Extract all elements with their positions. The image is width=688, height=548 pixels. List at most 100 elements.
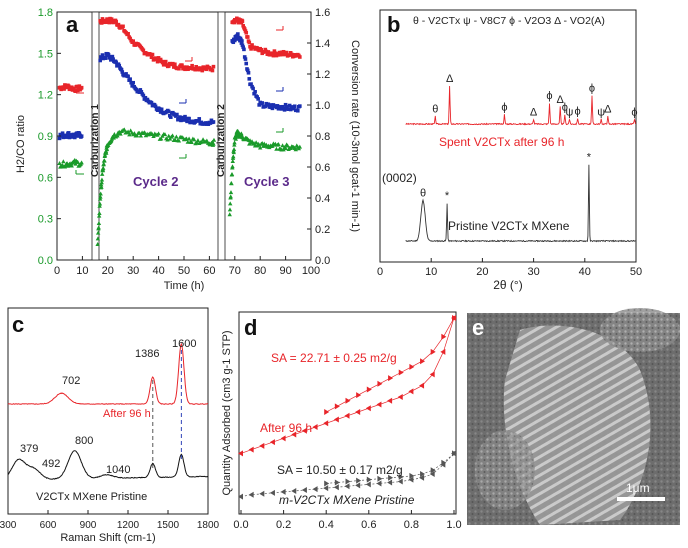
- conversion-point: [288, 107, 293, 112]
- conversion-point: [283, 102, 288, 107]
- conversion-point: [256, 97, 260, 101]
- right-tick-label: 1.0: [315, 100, 330, 112]
- ratio-point: [61, 85, 66, 89]
- conversion-point: [97, 196, 103, 201]
- xrd-spent-line: [405, 85, 636, 126]
- ratio-point: [283, 52, 288, 57]
- conversion-point: [138, 133, 144, 138]
- conversion-point: [227, 207, 233, 212]
- pristine-adsorption-point: [301, 487, 307, 494]
- conversion-point: [245, 68, 250, 73]
- spent-phase-marker: ϕ: [589, 83, 595, 95]
- conversion-point: [179, 118, 183, 123]
- ratio-point: [163, 59, 168, 64]
- ratio-point: [250, 43, 254, 47]
- ratio-point: [273, 51, 278, 56]
- spent-phase-marker: Δ: [446, 73, 454, 85]
- conversion-point: [102, 158, 107, 163]
- ratio-point: [245, 35, 250, 39]
- after-adsorption-line: [240, 317, 455, 454]
- x-tick-label: 60: [203, 265, 215, 277]
- conversion-point: [104, 147, 110, 152]
- ratio-point: [109, 17, 114, 21]
- spent-phase-marker: ψ: [566, 106, 574, 118]
- ratio-point: [194, 64, 198, 69]
- ratio-point: [100, 17, 105, 21]
- raman-pristine-label: V2CTx MXene Pristine: [36, 491, 147, 503]
- x-tick-label: 0.0: [233, 519, 248, 531]
- conversion-point: [263, 104, 268, 109]
- pristine-desorption-point: [398, 473, 404, 480]
- panel-b-letter: b: [387, 12, 400, 37]
- ratio-point: [190, 63, 194, 68]
- x-tick-label: 0.8: [404, 519, 419, 531]
- x-tick-label: 100: [302, 265, 320, 277]
- conversion-point: [247, 77, 252, 81]
- pristine-adsorption-point: [408, 476, 414, 483]
- ratio-point: [79, 85, 84, 90]
- x-tick-label: 0.6: [361, 519, 376, 531]
- panel-a-x-label: Time (h): [164, 280, 205, 292]
- x-tick-label: 40: [579, 266, 591, 278]
- conversion-point: [75, 159, 81, 164]
- conversion-point: [120, 70, 125, 74]
- conversion-point: [243, 57, 248, 61]
- left-tick-label: 0.0: [38, 255, 53, 267]
- ratio-point: [182, 65, 186, 69]
- ratio-point: [128, 36, 132, 41]
- x-tick-label: 0: [54, 265, 60, 277]
- ratio-point: [244, 30, 249, 35]
- conversion-point: [239, 41, 244, 45]
- conversion-point: [125, 129, 131, 134]
- conversion-point: [111, 57, 115, 61]
- conversion-point: [246, 70, 251, 75]
- conversion-point: [285, 143, 290, 148]
- conversion-point: [211, 120, 216, 124]
- right-tick-label: 0.0: [315, 255, 330, 267]
- panel-e-letter: e: [472, 315, 484, 340]
- ratio-point: [280, 52, 285, 57]
- spent-label: Spent V2CTx after 96 h: [439, 135, 564, 149]
- ratio-point: [171, 61, 175, 66]
- panel-a-arrows: [75, 26, 284, 175]
- conversion-point: [176, 138, 182, 143]
- conversion-point: [229, 171, 235, 176]
- conversion-point: [101, 165, 106, 170]
- right-tick-label: 0.6: [315, 162, 330, 174]
- ratio-point: [247, 40, 252, 45]
- conversion-point: [229, 181, 234, 186]
- ratio-point: [263, 47, 268, 52]
- peak-379: 379: [20, 443, 38, 455]
- arrow-right-red-2: [185, 57, 193, 62]
- conversion-point: [103, 56, 108, 60]
- pristine-desorption-point: [409, 472, 415, 479]
- conversion-point: [287, 103, 292, 108]
- conversion-point: [98, 191, 103, 196]
- x-tick-label: 1.0: [446, 519, 461, 531]
- pristine-phase-marker: *: [445, 190, 450, 202]
- conversion-point: [96, 225, 101, 230]
- spent-phase-marker: θ: [432, 103, 438, 115]
- conversion-point: [280, 143, 285, 148]
- ratio-point: [185, 65, 189, 69]
- conversion-point: [244, 61, 249, 66]
- conversion-point: [241, 45, 245, 49]
- raman-after-label: After 96 h: [103, 408, 151, 420]
- ratio-point: [126, 31, 130, 36]
- ratio-point: [241, 23, 245, 28]
- conversion-point: [151, 133, 156, 138]
- ratio-point: [271, 53, 276, 58]
- peak-702: 702: [62, 375, 80, 387]
- ratio-point: [266, 50, 271, 54]
- conversion-point: [232, 140, 237, 145]
- conversion-point: [100, 171, 105, 176]
- conversion-point: [130, 84, 134, 88]
- conversion-point: [242, 47, 246, 52]
- spent-phase-marker: Δ: [557, 94, 565, 106]
- pristine-adsorption-point: [333, 484, 339, 491]
- ratio-point: [289, 52, 294, 57]
- panel-a-left-ticks: 0.0 0.3 0.6 0.9 1.2 1.5 1.8: [38, 7, 61, 267]
- after-desorption-point: [420, 358, 426, 365]
- conversion-point: [76, 134, 80, 138]
- conversion-point: [77, 131, 82, 136]
